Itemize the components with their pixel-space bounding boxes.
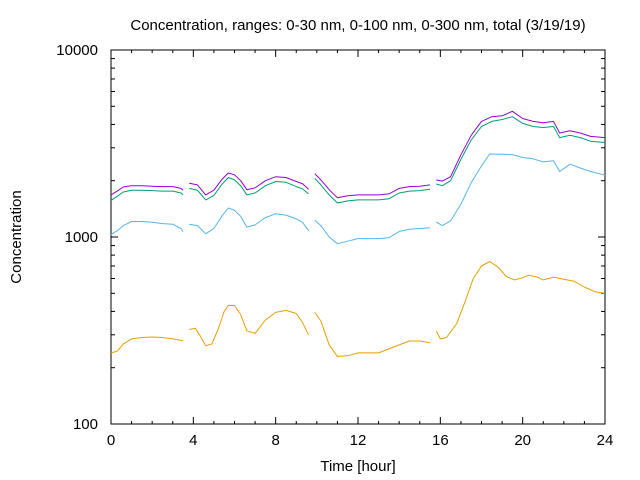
x-tick-label: 16	[432, 432, 449, 449]
series-1	[110, 153, 606, 245]
series-3	[110, 110, 606, 199]
series-line-segment	[435, 261, 606, 340]
x-tick-label: 12	[350, 432, 367, 449]
series-line-segment	[110, 189, 184, 201]
y-tick-label: 100	[73, 416, 98, 433]
series-line-segment	[110, 336, 184, 354]
x-tick-label: 4	[189, 432, 197, 449]
plot-frame	[110, 49, 606, 425]
series-line-segment	[189, 172, 309, 196]
series-line-segment	[110, 185, 184, 196]
series-line-segment	[110, 221, 184, 236]
series-line-segment	[314, 173, 431, 199]
chart-title: Concentration, ranges: 0-30 nm, 0-100 nm…	[130, 17, 585, 34]
y-tick-label: 10000	[56, 42, 98, 59]
x-axis-label: Time [hour]	[320, 458, 395, 475]
series-line-segment	[189, 177, 309, 201]
series-line-segment	[189, 305, 310, 347]
series-line-segment	[436, 116, 606, 187]
series-line-segment	[436, 110, 606, 182]
series-line-segment	[314, 312, 431, 357]
series-line-segment	[435, 153, 606, 227]
tick-marks	[110, 49, 606, 425]
tick-labels: 0 4 8 12 16 20 24 100 1000 10000	[56, 42, 613, 449]
y-tick-label: 1000	[65, 229, 98, 246]
x-tick-label: 24	[597, 432, 614, 449]
series-0	[110, 261, 606, 357]
series-line-segment	[314, 177, 431, 204]
y-axis-label: Concentration	[8, 190, 25, 283]
series-line-segment	[189, 207, 310, 235]
x-tick-label: 20	[514, 432, 531, 449]
series-2	[110, 116, 606, 204]
x-tick-label: 0	[107, 432, 115, 449]
series-line-segment	[314, 219, 431, 245]
x-tick-label: 8	[271, 432, 279, 449]
series-layer	[110, 110, 606, 357]
